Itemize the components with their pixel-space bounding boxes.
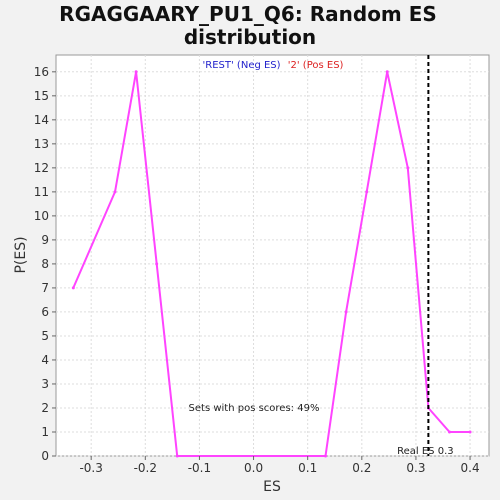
- y-tick-label: 16: [34, 65, 49, 79]
- data-point: [447, 430, 451, 434]
- y-tick-label: 5: [41, 329, 49, 343]
- data-point: [113, 190, 117, 194]
- data-point: [344, 310, 348, 314]
- real-es-label: Real ES 0.3: [397, 446, 453, 457]
- legend-entry-neg: 'REST' (Neg ES): [203, 60, 281, 71]
- x-axis-label: ES: [263, 479, 281, 495]
- data-point: [365, 190, 369, 194]
- y-tick-label: 3: [41, 377, 49, 391]
- data-point: [134, 70, 138, 74]
- y-tick-label: 11: [34, 185, 49, 199]
- data-point: [468, 430, 472, 434]
- y-tick-label: 13: [34, 137, 49, 151]
- pos-score-annotation: Sets with pos scores: 49%: [189, 403, 320, 414]
- chart-title-line2: distribution: [184, 25, 316, 49]
- x-axis-ticks: -0.3 -0.2 -0.1 0.0 0.1 0.2 0.3 0.4: [79, 456, 480, 475]
- x-tick-label: -0.3: [79, 461, 102, 475]
- y-tick-label: 1: [41, 425, 49, 439]
- legend: 'REST' (Neg ES) '2' (Pos ES): [203, 60, 344, 71]
- x-tick-label: 0.0: [244, 461, 263, 475]
- y-tick-label: 4: [41, 353, 49, 367]
- x-tick-label: 0.3: [406, 461, 425, 475]
- x-tick-label: 0.4: [461, 461, 480, 475]
- plot-area: [55, 54, 490, 457]
- data-point: [324, 454, 328, 458]
- y-tick-label: 9: [41, 233, 49, 247]
- y-tick-label: 10: [34, 209, 49, 223]
- data-point: [155, 262, 159, 266]
- data-point: [175, 454, 179, 458]
- y-tick-label: 2: [41, 401, 49, 415]
- y-tick-label: 15: [34, 89, 49, 103]
- y-tick-label: 0: [41, 449, 49, 463]
- y-tick-label: 14: [34, 113, 49, 127]
- chart-title-line1: RGAGGAARY_PU1_Q6: Random ES: [59, 2, 437, 26]
- x-tick-label: -0.1: [188, 461, 211, 475]
- x-tick-label: 0.1: [298, 461, 317, 475]
- y-tick-label: 12: [34, 161, 49, 175]
- x-tick-label: 0.2: [352, 461, 371, 475]
- data-point: [385, 70, 389, 74]
- y-tick-label: 6: [41, 305, 49, 319]
- y-tick-label: 8: [41, 257, 49, 271]
- y-axis-label: P(ES): [13, 236, 29, 273]
- real-es-layer: Real ES 0.3: [397, 55, 454, 457]
- y-tick-label: 7: [41, 281, 49, 295]
- x-tick-label: -0.2: [134, 461, 157, 475]
- legend-entry-pos: '2' (Pos ES): [288, 60, 344, 71]
- data-point: [406, 166, 410, 170]
- data-point: [71, 286, 75, 290]
